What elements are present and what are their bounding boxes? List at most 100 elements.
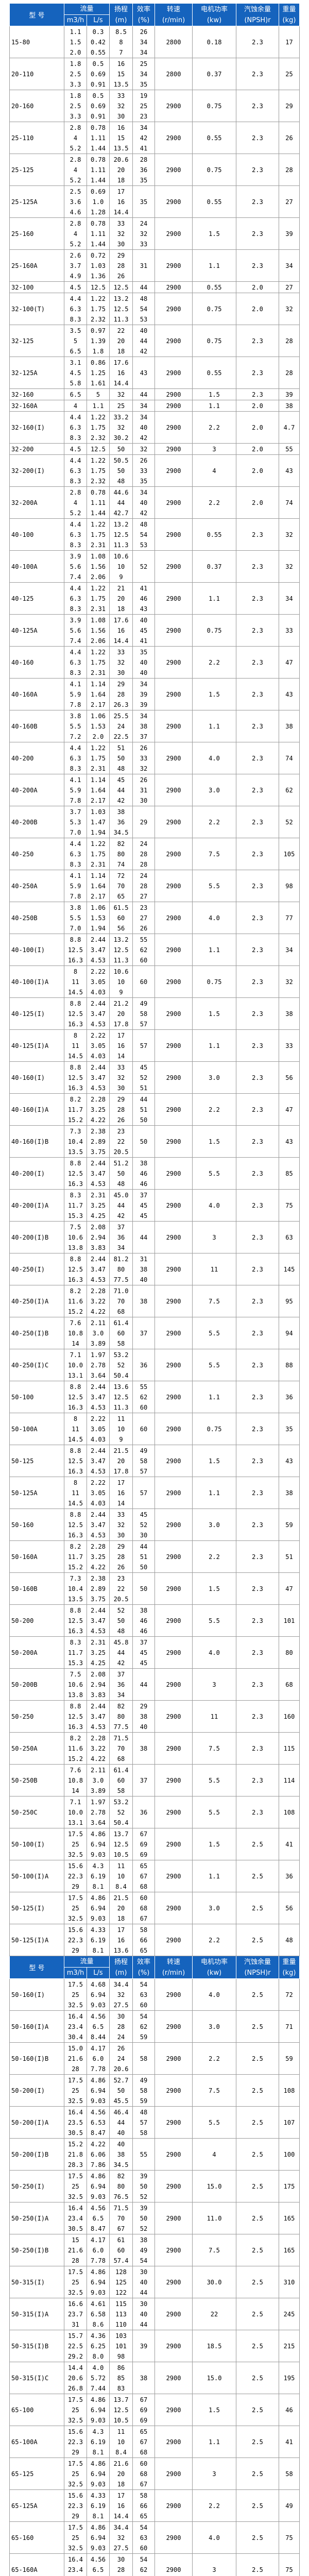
value-line: 8.4 [115, 1883, 127, 1890]
weight-cell: 32 [279, 518, 300, 551]
value-line: 60 [117, 1330, 125, 1337]
eff-cell: 44 [132, 388, 156, 400]
value-line: 54 [140, 306, 148, 313]
eff-cell: 54 63 60 [132, 2521, 156, 2554]
value-line: 34.4 [113, 2524, 129, 2531]
value-line: 57 [140, 2119, 148, 2126]
eff-cell: 31 38 40 [132, 1253, 156, 1285]
value-line: 2.8 [70, 124, 81, 131]
value-line: 21.6 [113, 2460, 129, 2467]
m3h-cell: 8.8 12.5 16.3 [64, 1381, 87, 1413]
power-cell: 4 [192, 2138, 237, 2171]
value-line: 81.2 [113, 1256, 129, 1263]
value-line: 3.7 [70, 808, 81, 816]
value-line: 4.86 [91, 2396, 106, 2403]
value-line: 30.5 [68, 2225, 83, 2232]
model-cell: 25-125A [9, 185, 64, 218]
value-line: 58 [117, 1787, 125, 1794]
ls-cell: 4.56 6.5 8.47 [86, 2202, 110, 2234]
value-line: 28 [117, 2566, 125, 2573]
value-line: 38 [140, 1160, 148, 1167]
ls-cell: 4.86 6.94 9.03 [86, 1892, 110, 1924]
speed-cell: 2900 [154, 325, 193, 357]
ls-cell: 2.11 3.0 3.89 [86, 1764, 110, 1797]
speed-cell: 2900 [154, 1381, 193, 1413]
head-cell: 37 36 34 [109, 1668, 133, 1701]
eff-cell: 65 67 68 [132, 2426, 156, 2458]
m3h-cell: 17.5 25 32.5 [64, 1828, 87, 1860]
value-line: 58 [117, 1340, 125, 1347]
value-line: 68 [117, 1755, 125, 1762]
npsh-cell: 2.3 [236, 997, 280, 1030]
value-line: 20.5 [113, 1148, 129, 1156]
power-cell: 5.5 [192, 870, 237, 902]
model-cell: 40-250A [9, 870, 64, 902]
value-line: 1.75 [91, 424, 106, 431]
power-cell: 1.5 [192, 1572, 237, 1605]
model-cell: 40-100(I)A [9, 965, 64, 998]
value-line: 29.2 [68, 2353, 83, 2360]
speed-cell: 2900 [154, 582, 193, 615]
value-line: 3.47 [91, 1170, 106, 1177]
value-line: 5.3 [70, 819, 81, 826]
m3h-cell: 17.5 25 32.5 [64, 1892, 87, 1924]
header-label: 扬程 [114, 5, 128, 13]
value-line: 6.19 [91, 2438, 106, 2446]
value-line: 4.56 [91, 2013, 106, 2020]
eff-cell: 38 [132, 2362, 156, 2394]
weight-cell: 115 [279, 1732, 300, 1765]
head-cell: 33 32 30 [109, 217, 133, 250]
power-cell: 0.37 [192, 58, 237, 90]
value-line: 0.69 [91, 71, 106, 78]
value-line: 40 [140, 424, 148, 431]
speed-cell: 2900 [154, 1253, 193, 1285]
value-line: 40 [140, 2311, 148, 2318]
value-line: 30 [117, 1532, 125, 1539]
value-line: 8.2 [70, 1287, 81, 1295]
ls-cell: 2.22 3.05 4.03 [86, 1029, 110, 1062]
weight-cell: 100 [279, 2138, 300, 2171]
head-cell: 34.4 32 27.5 [109, 1978, 133, 2011]
speed-cell: 2900 [154, 1924, 193, 1956]
m3h-cell: 15.0 21.6 28 [64, 2042, 87, 2075]
m3h-cell: 8.2 11.7 15.2 [64, 1093, 87, 1126]
m3h-cell: 2.8 4 5.2 [64, 486, 87, 519]
value-line: 16.6 [68, 2300, 83, 2308]
value-line: 15 [117, 134, 125, 142]
value-line: 24 [140, 872, 148, 879]
value-line: 6.5 [92, 2215, 104, 2222]
speed-cell: 2900 [154, 185, 193, 218]
value-line: 12.5 [113, 946, 129, 954]
weight-cell: 34 [279, 249, 300, 282]
value-line: 55 [140, 1383, 148, 1391]
ls-cell: 4.86 6.94 9.03 [86, 2521, 110, 2554]
model-cell: 50-250(I)A [9, 2202, 64, 2234]
value-line: 28 [140, 883, 148, 890]
value-line: 11 [72, 1489, 79, 1497]
value-line: 51 [140, 1084, 148, 1092]
value-line: 68 [117, 1308, 125, 1315]
value-line: 11.7 [68, 1202, 83, 1209]
speed-cell: 2900 [154, 646, 193, 679]
value-line: 16.4 [68, 2205, 83, 2212]
value-line: 2.31 [91, 605, 106, 613]
value-line: 17.6 [113, 359, 129, 366]
table-row: 65-125A 15.6 22.3 29 4.33 6.19 8.1 17 16 14.4 58 66… [9, 2489, 300, 2522]
value-line: 4.3 [92, 2428, 104, 2435]
value-line: 20 [117, 1905, 125, 1912]
value-line: 18 [117, 177, 125, 184]
table-row: 50-315(I)C 14.4 20.6 26.8 4.0 5.72 7.44 86 85 83 3… [9, 2362, 300, 2394]
value-line: 26 [117, 273, 125, 280]
value-line: 15.2 [68, 2141, 83, 2148]
value-line: 6.3 [70, 851, 81, 858]
value-line: 48 [117, 1628, 125, 1635]
value-line: 13.2 [113, 521, 129, 528]
value-line: 42.7 [113, 510, 129, 517]
value-line: 27.5 [113, 2545, 129, 2552]
value-line: 1.22 [91, 414, 106, 421]
value-line: 1.75 [91, 531, 106, 538]
ls-cell: 0.78 1.11 1.44 [86, 217, 110, 250]
table-row: 32-160A 4 1.1 25 34 2900 1.1 2.0 38 [9, 400, 300, 412]
model-cell: 50-160 [9, 1509, 64, 1541]
